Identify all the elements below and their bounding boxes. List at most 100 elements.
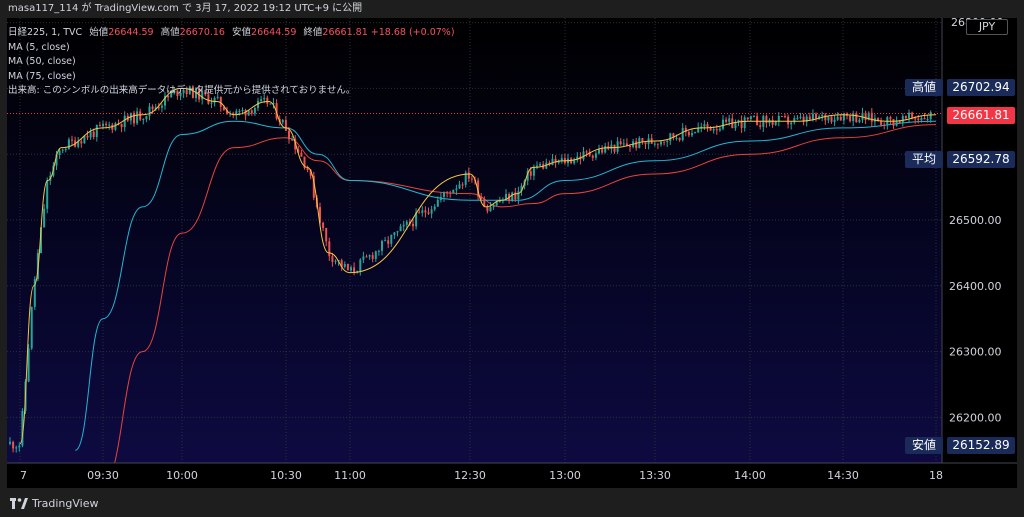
candle-body	[71, 139, 73, 141]
legend-ma75[interactable]: MA (75, close)	[8, 70, 76, 82]
candle-body	[517, 191, 520, 200]
candle-body	[123, 115, 126, 128]
candle-body	[176, 90, 179, 97]
candle-body	[749, 116, 752, 120]
candle-body	[133, 112, 135, 124]
candle-body	[111, 124, 114, 130]
candle-body	[402, 224, 405, 227]
candle-body	[551, 158, 554, 165]
candle-body	[343, 263, 346, 267]
candle-body	[353, 267, 356, 273]
candle-body	[306, 167, 309, 171]
candle-body	[799, 116, 802, 118]
legend-ma5[interactable]: MA (5, close)	[8, 41, 70, 53]
candle-body	[920, 118, 923, 121]
legend-symbol[interactable]: 日経225, 1, TVC	[8, 27, 83, 38]
candle-body	[706, 124, 709, 128]
candle-body	[511, 192, 514, 201]
candle-body	[808, 116, 811, 120]
x-tick-label: 7	[20, 469, 27, 482]
candle-body	[288, 130, 290, 140]
candle-body	[250, 110, 253, 114]
candle-body	[898, 120, 901, 124]
candle-body	[526, 171, 529, 181]
candle-body	[331, 256, 334, 262]
candle-body	[105, 123, 108, 126]
candle-body	[908, 112, 910, 119]
candle-body	[393, 232, 396, 235]
candle-body	[387, 240, 390, 244]
candle-body	[498, 200, 501, 202]
candle-body	[771, 119, 774, 125]
candle-body	[585, 151, 588, 153]
x-tick-label: 12:30	[454, 469, 486, 482]
candle-body	[458, 184, 461, 189]
candle-body	[27, 348, 30, 382]
candle-body	[446, 192, 449, 194]
candle-body	[818, 116, 821, 119]
candle-body	[430, 209, 433, 214]
candle-body	[756, 116, 759, 126]
chart-legend: 日経225, 1, TVC 始値26644.59 高値26670.16 安値26…	[8, 26, 455, 99]
candle-body	[629, 146, 631, 148]
legend-volume-note: 出来高: このシンボルの出来高データはデータ提供元から提供されておりません。	[8, 85, 356, 96]
candle-body	[616, 141, 619, 152]
candle-body	[399, 226, 402, 232]
candle-body	[880, 120, 883, 125]
candle-body	[805, 116, 808, 122]
candle-body	[191, 86, 194, 98]
currency-label[interactable]: JPY	[966, 19, 1008, 35]
candle-body	[61, 149, 64, 151]
candle-body	[501, 200, 504, 202]
candle-body	[904, 116, 907, 119]
x-axis-background	[7, 463, 1017, 488]
candle-body	[483, 199, 486, 207]
candle-body	[120, 124, 123, 128]
candle-body	[412, 223, 414, 227]
tradingview-logo[interactable]: TradingView	[10, 497, 98, 510]
x-tick-label: 14:30	[827, 469, 859, 482]
candle-body	[294, 139, 297, 150]
y-tick-label: 26500.00	[949, 214, 1002, 227]
candle-body	[300, 152, 303, 157]
low-tag-label: 安値	[905, 437, 943, 454]
candle-body	[678, 137, 681, 141]
candle-body	[811, 113, 814, 120]
candle-body	[325, 227, 328, 242]
candle-body	[901, 116, 904, 124]
candle-body	[80, 141, 83, 144]
tradingview-logo-icon	[10, 498, 28, 509]
candle-body	[641, 138, 644, 143]
legend-ma50[interactable]: MA (50, close)	[8, 56, 76, 67]
candle-body	[247, 110, 250, 116]
candle-body	[371, 255, 374, 259]
candle-body	[477, 180, 480, 197]
candle-body	[709, 127, 712, 131]
candle-body	[790, 122, 793, 125]
candle-body	[914, 118, 917, 120]
candlestick-chart[interactable]: 26500.0026400.0026300.0026200.0026800.00…	[7, 18, 1017, 488]
candle-body	[666, 140, 669, 143]
ma75-line-group	[102, 124, 937, 484]
high-tag-label: 高値	[905, 79, 943, 96]
ma50-line-group	[75, 120, 937, 451]
candle-body	[415, 212, 418, 227]
legend-low: 26644.59	[251, 27, 297, 38]
chart-area[interactable]: 26500.0026400.0026300.0026200.0026800.00…	[7, 18, 1017, 488]
candle-body	[635, 141, 638, 148]
candle-body	[384, 240, 387, 242]
candle-body	[235, 111, 238, 115]
candle-body	[396, 231, 399, 233]
candle-body	[926, 118, 929, 120]
candle-body	[892, 119, 895, 126]
candle-body	[694, 132, 697, 134]
candle-body	[656, 143, 659, 145]
ma50-line	[75, 120, 937, 451]
candle-body	[309, 170, 312, 176]
candle-body	[263, 97, 266, 100]
avg-tag-label: 平均	[905, 151, 943, 168]
candle-body	[151, 106, 154, 110]
x-axis[interactable]: 7 09:30 10:00 10:30 11:00 12:30 13:00 13:30 14:0…	[7, 462, 1017, 488]
candle-body	[322, 222, 325, 228]
